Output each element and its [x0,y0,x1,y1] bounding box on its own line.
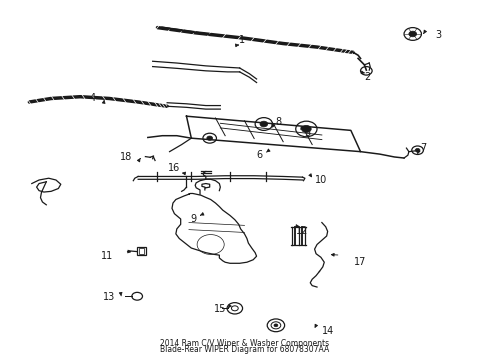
Text: 15: 15 [214,304,226,314]
Text: 11: 11 [101,251,113,261]
Text: 17: 17 [354,257,366,266]
Bar [139,248,143,254]
Text: 14: 14 [321,326,333,336]
Text: 13: 13 [103,292,115,302]
Text: 2014 Ram C/V Wiper & Washer Components: 2014 Ram C/V Wiper & Washer Components [160,338,328,347]
Circle shape [260,121,267,127]
Text: 7: 7 [419,143,426,153]
Text: 8: 8 [275,117,281,126]
Text: 10: 10 [314,175,326,185]
Text: 4: 4 [89,94,95,103]
Text: 3: 3 [434,30,440,40]
Text: Blade-Rear WIPER Diagram for 68078307AA: Blade-Rear WIPER Diagram for 68078307AA [160,345,328,354]
Text: 9: 9 [190,214,196,224]
Text: 12: 12 [296,226,308,237]
Text: 2: 2 [364,72,370,82]
Text: 6: 6 [255,150,262,160]
Bar [137,247,145,255]
Circle shape [273,324,277,327]
Circle shape [301,125,310,132]
Circle shape [408,31,416,37]
Text: 5: 5 [304,128,310,138]
Circle shape [414,148,419,152]
Text: 16: 16 [168,163,180,172]
Text: 18: 18 [120,152,132,162]
Text: 1: 1 [239,35,244,45]
Circle shape [206,136,212,140]
